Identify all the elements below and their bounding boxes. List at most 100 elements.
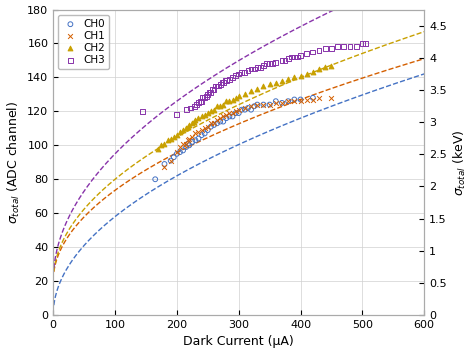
CH2 (191, 119, 198, 124)
CH2 (173, 132, 181, 138)
CH2 (284, 76, 292, 82)
CH1 (207, 120, 215, 126)
CH0 (195, 136, 202, 141)
CH2 (219, 102, 227, 107)
CH2 (164, 137, 172, 143)
CH2 (161, 141, 168, 147)
CH2 (260, 83, 267, 89)
CH3 (198, 98, 205, 104)
CH1 (226, 110, 233, 116)
CH0 (272, 98, 280, 104)
CH1 (235, 107, 243, 113)
CH1 (219, 114, 227, 119)
CH3 (287, 54, 295, 60)
CH2 (207, 109, 215, 114)
CH0 (179, 148, 187, 153)
CH2 (198, 114, 205, 119)
CH1 (195, 129, 202, 135)
CH2 (170, 134, 178, 140)
CH3 (241, 69, 249, 75)
CH3 (291, 54, 298, 60)
CH2 (155, 146, 162, 152)
CH1 (278, 100, 286, 106)
CH1 (222, 112, 230, 118)
CH3 (139, 109, 146, 114)
CH3 (182, 107, 190, 113)
CH0 (182, 144, 190, 150)
CH0 (213, 120, 221, 126)
CH2 (232, 95, 239, 101)
CH0 (260, 102, 267, 107)
CH3 (204, 92, 211, 97)
CH2 (185, 122, 193, 128)
CH1 (210, 120, 218, 126)
CH3 (340, 44, 347, 50)
CH2 (216, 103, 224, 109)
CH2 (204, 110, 211, 116)
CH3 (209, 86, 217, 92)
CH3 (203, 93, 210, 99)
CH1 (254, 102, 261, 107)
CH0 (244, 105, 252, 111)
CH1 (247, 103, 255, 109)
CH1 (315, 95, 323, 101)
CH2 (179, 127, 187, 133)
CH2 (278, 78, 286, 84)
CH3 (281, 58, 289, 63)
CH2 (266, 81, 273, 87)
CH0 (291, 97, 298, 102)
CH3 (222, 78, 230, 84)
CH2 (321, 64, 329, 70)
CH2 (222, 98, 230, 104)
Legend: CH0, CH1, CH2, CH3: CH0, CH1, CH2, CH3 (58, 15, 109, 69)
CH1 (291, 98, 298, 104)
CH3 (187, 105, 194, 111)
CH3 (352, 44, 360, 50)
CH0 (278, 100, 286, 106)
CH2 (184, 124, 192, 130)
CH0 (216, 119, 224, 124)
CH2 (213, 103, 221, 109)
CH3 (201, 95, 209, 101)
CH0 (173, 151, 181, 156)
CH1 (204, 124, 211, 130)
CH0 (201, 131, 209, 136)
CH0 (284, 98, 292, 104)
CH3 (195, 100, 202, 106)
CH1 (309, 97, 317, 102)
CH1 (328, 95, 335, 101)
CH1 (185, 136, 193, 141)
CH3 (362, 41, 369, 46)
CH1 (229, 110, 237, 116)
CH3 (256, 64, 264, 70)
X-axis label: Dark Current (μA): Dark Current (μA) (183, 336, 294, 348)
CH3 (244, 68, 252, 74)
CH0 (185, 143, 193, 148)
CH3 (221, 78, 229, 84)
CH0 (222, 115, 230, 121)
CH3 (211, 83, 219, 89)
CH3 (215, 83, 223, 89)
CH0 (229, 114, 237, 119)
CH2 (235, 93, 243, 99)
CH1 (201, 126, 209, 131)
CH0 (254, 102, 261, 107)
CH1 (189, 134, 196, 140)
CH2 (210, 107, 218, 113)
CH1 (303, 97, 310, 102)
CH1 (266, 102, 273, 107)
CH1 (260, 102, 267, 107)
CH0 (204, 127, 211, 133)
CH1 (173, 149, 181, 155)
CH3 (216, 81, 224, 87)
CH3 (219, 80, 227, 85)
CH0 (170, 154, 178, 160)
CH3 (226, 76, 233, 82)
CH0 (207, 124, 215, 130)
CH3 (266, 61, 273, 67)
CH0 (167, 158, 174, 164)
CH3 (247, 66, 255, 72)
CH2 (328, 63, 335, 68)
CH2 (176, 129, 184, 135)
CH1 (198, 127, 205, 133)
